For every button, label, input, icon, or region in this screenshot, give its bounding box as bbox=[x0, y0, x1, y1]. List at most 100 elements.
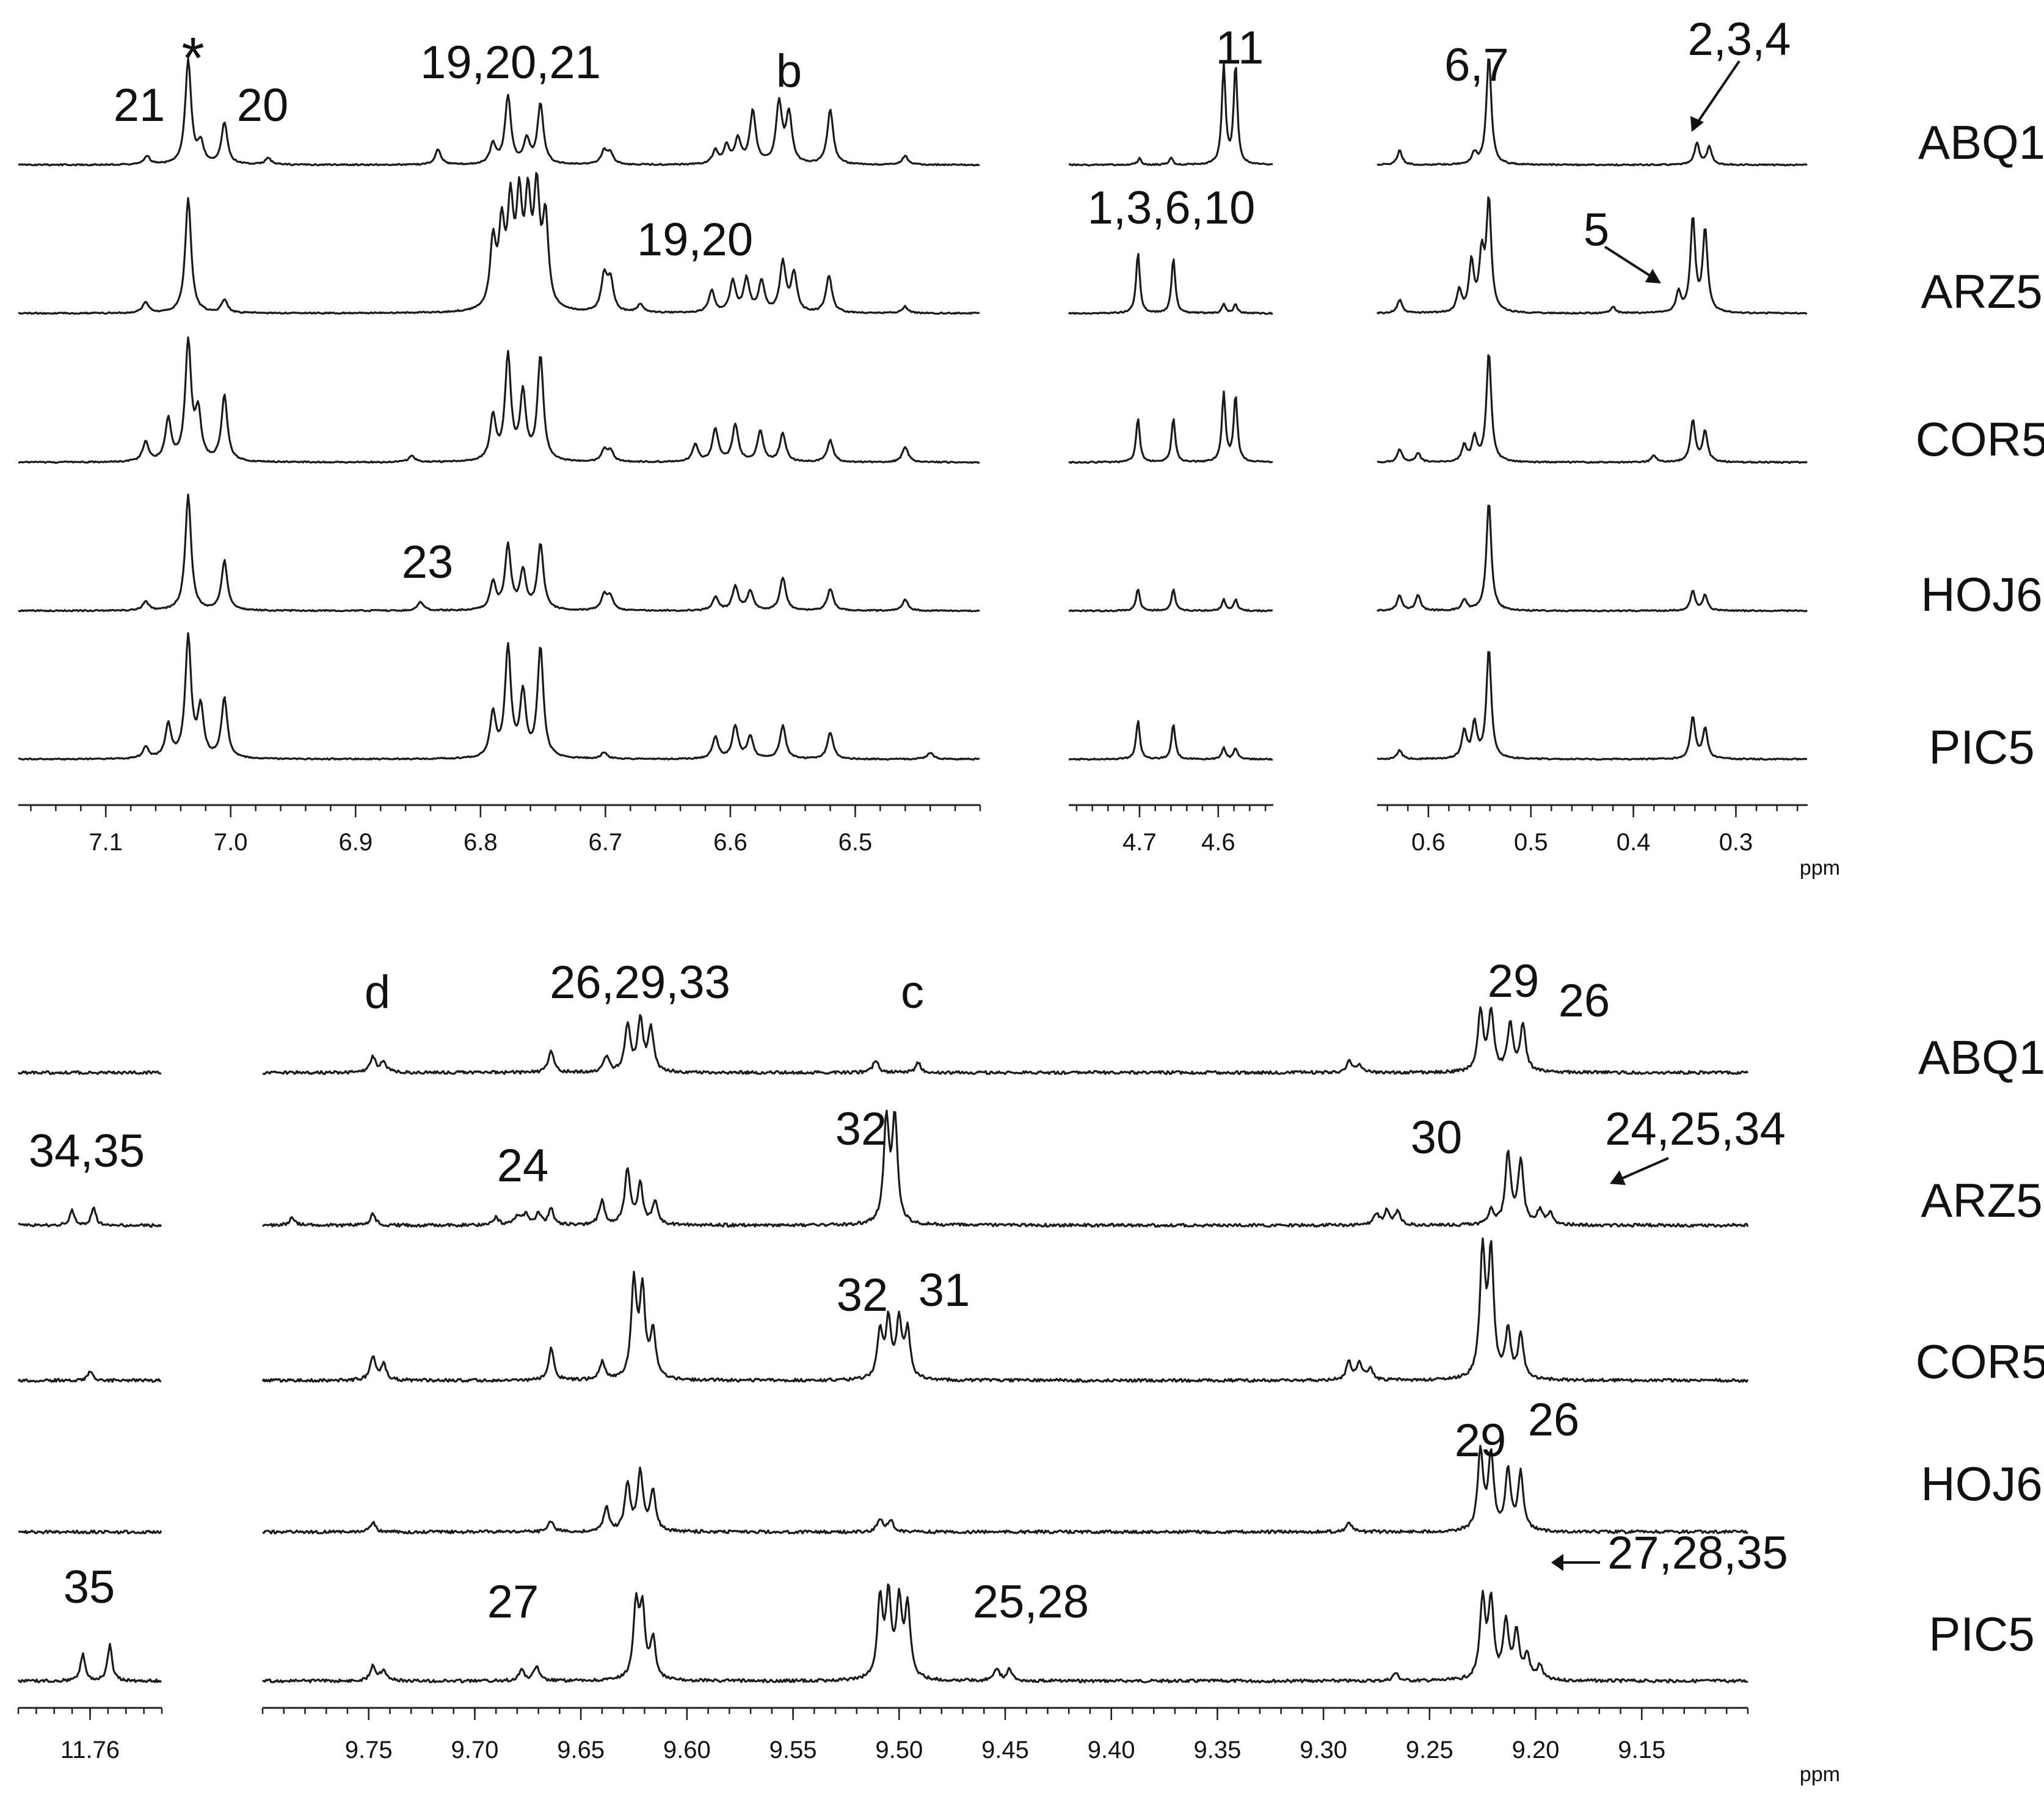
spectrum-traces bbox=[17, 57, 1808, 1683]
spectrum-trace-abq1-bottom-seg0 bbox=[17, 1070, 162, 1075]
spectrum-trace-abq1-top-seg1 bbox=[1068, 61, 1273, 167]
peak-label-c: c bbox=[901, 966, 924, 1018]
tick-label: 9.35 bbox=[1193, 1737, 1241, 1763]
spectrum-trace-cor5-bottom-seg1 bbox=[261, 1237, 1749, 1383]
tick-label: 4.6 bbox=[1201, 829, 1235, 856]
tick-label: 9.65 bbox=[557, 1737, 605, 1763]
peak-label-19-20: 19,20 bbox=[637, 214, 753, 266]
sample-label-arz5-bottom: ARZ5 bbox=[1921, 1173, 2042, 1227]
spectrum-trace-pic5-bottom-seg0 bbox=[17, 1643, 162, 1683]
spectrum-trace-arz5-top-seg2 bbox=[1376, 196, 1808, 315]
peak-label-31: 31 bbox=[918, 1264, 970, 1316]
arrow-2-3-4 bbox=[1690, 60, 1740, 132]
peak-label-2-3-4: 2,3,4 bbox=[1687, 13, 1791, 65]
tick-label: 6.9 bbox=[338, 829, 373, 856]
peak-label-21: 21 bbox=[114, 79, 165, 131]
sample-label-arz5-top: ARZ5 bbox=[1921, 264, 2042, 318]
spectrum-trace-hoj6-top-seg2 bbox=[1377, 505, 1808, 613]
tick-label: 0.4 bbox=[1617, 829, 1651, 856]
peak-label-d: d bbox=[365, 966, 390, 1018]
peak-label-30: 30 bbox=[1411, 1112, 1463, 1164]
peak-label-6-7: 6,7 bbox=[1444, 39, 1509, 91]
top-peak-labels: 21 * 20 19,20,21 b 11 6,7 2,3,4 19,20 1,… bbox=[114, 13, 1791, 588]
spectrum-trace-abq1-top-seg2 bbox=[1377, 58, 1808, 167]
spectrum-trace-abq1-top-seg0 bbox=[18, 57, 980, 167]
tick-label: 0.3 bbox=[1719, 829, 1753, 856]
ppm-unit-top: ppm bbox=[1800, 856, 1840, 880]
spectrum-trace-arz5-top-seg1 bbox=[1067, 253, 1273, 315]
peak-label-29-hoj6: 29 bbox=[1455, 1415, 1507, 1467]
tick-label: 7.0 bbox=[214, 829, 248, 856]
tick-label: 9.20 bbox=[1512, 1737, 1560, 1763]
unit-labels: ppm ppm bbox=[1800, 856, 1840, 1786]
tick-label: 7.1 bbox=[89, 829, 123, 856]
top-sample-labels: ABQ1 ARZ5 COR5 HOJ6 PIC5 bbox=[1916, 115, 2044, 774]
sample-label-pic5-bottom: PIC5 bbox=[1929, 1607, 2034, 1661]
spectrum-trace-abq1-bottom-seg1 bbox=[262, 1006, 1749, 1075]
peak-label-26-hoj6: 26 bbox=[1528, 1394, 1580, 1446]
tick-label: 6.8 bbox=[464, 829, 498, 856]
bottom-peak-labels: d 26,29,33 c 29 26 34,35 24 32 30 24,25,… bbox=[29, 955, 1788, 1628]
peak-label-27: 27 bbox=[487, 1576, 539, 1628]
tick-label: 9.55 bbox=[769, 1737, 817, 1763]
tick-label: 9.45 bbox=[981, 1737, 1029, 1763]
tick-label: 9.75 bbox=[345, 1737, 393, 1763]
tick-label: 9.30 bbox=[1300, 1737, 1347, 1763]
peak-label-29-top: 29 bbox=[1488, 955, 1540, 1007]
spectrum-trace-cor5-bottom-seg0 bbox=[17, 1370, 162, 1383]
arrow-24-25-34 bbox=[1610, 1157, 1669, 1185]
peak-label-32-arz5: 32 bbox=[835, 1103, 887, 1155]
sample-label-abq1-bottom: ABQ1 bbox=[1918, 1030, 2044, 1084]
spectrum-trace-pic5-top-seg1 bbox=[1068, 720, 1273, 761]
tick-label: 11.76 bbox=[60, 1737, 120, 1763]
peak-label-b: b bbox=[776, 45, 802, 97]
spectrum-trace-pic5-top-seg2 bbox=[1377, 651, 1808, 761]
peak-label-35: 35 bbox=[64, 1561, 115, 1613]
sample-label-abq1-top: ABQ1 bbox=[1918, 115, 2044, 169]
peak-label-24-25-34: 24,25,34 bbox=[1605, 1103, 1786, 1155]
tick-label: 9.15 bbox=[1618, 1737, 1665, 1763]
spectrum-trace-arz5-top-seg0 bbox=[18, 172, 980, 315]
spectrum-trace-hoj6-bottom-seg1 bbox=[262, 1445, 1748, 1534]
tick-label: 9.40 bbox=[1088, 1737, 1135, 1763]
spectrum-trace-arz5-bottom-seg0 bbox=[18, 1206, 162, 1228]
spectrum-trace-pic5-bottom-seg1 bbox=[262, 1583, 1748, 1683]
peak-label-34-35: 34,35 bbox=[29, 1125, 145, 1177]
tick-label: 6.6 bbox=[713, 829, 747, 856]
arrow-5 bbox=[1604, 246, 1661, 283]
tick-label: 4.7 bbox=[1122, 829, 1157, 856]
peak-label-26-29-33: 26,29,33 bbox=[550, 957, 730, 1008]
peak-label-19-20-21: 19,20,21 bbox=[420, 37, 601, 89]
spectrum-trace-hoj6-bottom-seg0 bbox=[18, 1529, 162, 1535]
sample-label-hoj6-top: HOJ6 bbox=[1921, 567, 2042, 621]
tick-label: 6.5 bbox=[838, 829, 873, 856]
sample-label-hoj6-bottom: HOJ6 bbox=[1921, 1457, 2042, 1511]
peak-label-26-top: 26 bbox=[1558, 975, 1610, 1027]
peak-label-24: 24 bbox=[497, 1140, 549, 1192]
tick-label: 0.5 bbox=[1514, 829, 1548, 856]
peak-label-25-28: 25,28 bbox=[973, 1576, 1089, 1628]
sample-label-cor5-bottom: COR5 bbox=[1916, 1335, 2044, 1388]
peak-label-23: 23 bbox=[402, 536, 454, 588]
sample-label-pic5-top: PIC5 bbox=[1929, 720, 2034, 774]
peak-label-20: 20 bbox=[237, 79, 289, 131]
spectrum-trace-arz5-bottom-seg1 bbox=[262, 1109, 1749, 1228]
tick-label: 6.7 bbox=[589, 829, 623, 856]
spectrum-trace-hoj6-top-seg1 bbox=[1068, 588, 1273, 613]
annotation-arrows bbox=[1551, 60, 1740, 1571]
spectrum-trace-cor5-top-seg2 bbox=[1377, 354, 1808, 464]
sample-label-cor5-top: COR5 bbox=[1916, 412, 2044, 466]
tick-label: 9.25 bbox=[1406, 1737, 1453, 1763]
tick-label: 9.70 bbox=[451, 1737, 498, 1763]
tick-label: 9.50 bbox=[875, 1737, 923, 1763]
spectrum-trace-cor5-top-seg0 bbox=[18, 336, 980, 464]
peak-label-1-3-6-10: 1,3,6,10 bbox=[1088, 182, 1256, 234]
ppm-unit-bottom: ppm bbox=[1800, 1763, 1840, 1786]
peak-label-asterisk: * bbox=[181, 26, 204, 91]
spectrum-trace-hoj6-top-seg0 bbox=[18, 494, 980, 613]
spectrum-trace-cor5-top-seg1 bbox=[1068, 390, 1273, 464]
spectrum-trace-pic5-top-seg0 bbox=[18, 632, 980, 761]
tick-label: 0.6 bbox=[1411, 829, 1446, 856]
peak-label-27-28-35: 27,28,35 bbox=[1607, 1527, 1788, 1579]
